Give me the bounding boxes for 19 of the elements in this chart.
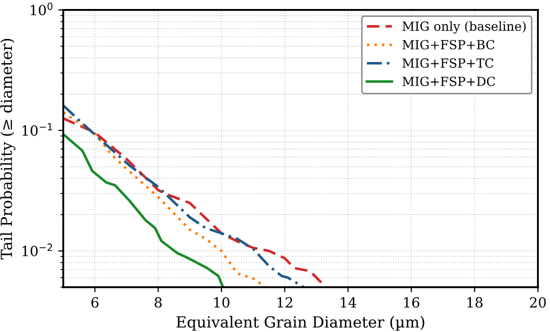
x-tick-label: 8 — [154, 297, 162, 308]
x-axis-title: Equivalent Grain Diameter (µm) — [176, 316, 424, 331]
x-tick-label: 16 — [404, 297, 420, 308]
y-tick-label: 10$^{−2}$ — [22, 244, 52, 256]
y-tick-label: 10$^{−1}$ — [22, 123, 52, 136]
x-tick-label: 18 — [467, 297, 483, 308]
line-series — [63, 132, 224, 288]
legend-label: MIG+FSP+BC — [402, 40, 494, 50]
y-axis-title: Tail Probability (≥ diameter) — [0, 38, 16, 260]
x-tick-label: 10 — [214, 297, 230, 308]
x-tick-label: 14 — [340, 297, 356, 308]
x-tick-label: 12 — [278, 297, 292, 308]
y-tick-label: 10$^{0}$ — [30, 2, 52, 16]
legend-label: MIG+FSP+DC — [402, 76, 496, 86]
legend-label: MIG+FSP+TC — [402, 58, 494, 68]
line-series — [63, 111, 268, 288]
x-tick-label: 6 — [91, 297, 98, 308]
x-tick-label: 20 — [530, 297, 546, 308]
legend-label: MIG only (baseline) — [402, 21, 526, 34]
